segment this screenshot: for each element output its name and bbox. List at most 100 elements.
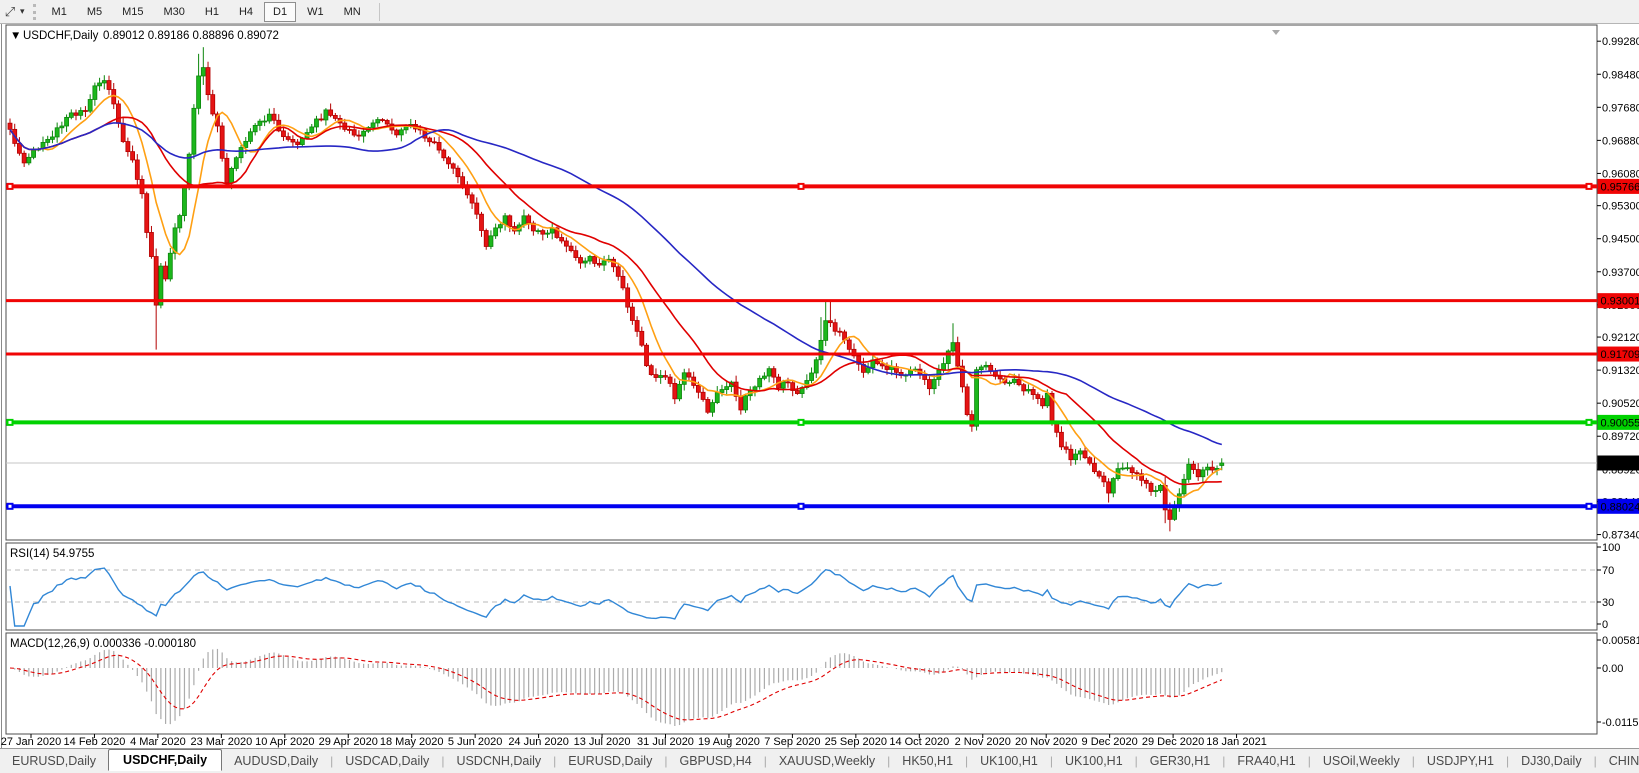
chart-panes bbox=[1, 24, 1598, 748]
svg-text:0.99280: 0.99280 bbox=[1602, 36, 1639, 48]
chart-shift-marker-icon[interactable] bbox=[1272, 30, 1280, 35]
price-line-label: 0.95766 bbox=[1597, 178, 1639, 194]
date-label: 2 Nov 2020 bbox=[955, 736, 1011, 748]
date-label: 31 Jul 2020 bbox=[637, 736, 694, 748]
date-label: 18 May 2020 bbox=[380, 736, 444, 748]
tab-separator: | bbox=[330, 754, 334, 768]
date-label: 7 Sep 2020 bbox=[764, 736, 820, 748]
tab-usdjpy-h1[interactable]: USDJPY,H1 bbox=[1426, 754, 1495, 768]
date-axis: 27 Jan 2020 14 Feb 2020 4 Mar 2020 23 Mar 2… bbox=[1, 734, 1267, 748]
tab-separator: | bbox=[441, 754, 445, 768]
ma-fast-line bbox=[9, 94, 1223, 499]
tab-xauusd-weekly[interactable]: XAUUSD,Weekly bbox=[778, 754, 876, 768]
timeframe-buttons: M1 M5 M15 M30 H1 H4 D1 W1 MN bbox=[42, 1, 371, 22]
price-line-label: 0.90055 bbox=[1597, 414, 1639, 430]
date-label: 29 Apr 2020 bbox=[319, 736, 378, 748]
tab-usdcnh-daily[interactable]: USDCNH,Daily bbox=[456, 754, 542, 768]
tab-uk100-h1[interactable]: UK100,H1 bbox=[1064, 754, 1123, 768]
date-label: 24 Jun 2020 bbox=[508, 736, 569, 748]
date-label: 14 Feb 2020 bbox=[64, 736, 126, 748]
tab-eurusd-daily[interactable]: EURUSD,Daily bbox=[568, 754, 653, 768]
tab-separator: | bbox=[1049, 754, 1053, 768]
date-label: 9 Dec 2020 bbox=[1082, 736, 1138, 748]
tab-eurusd-daily[interactable]: EURUSD,Daily bbox=[12, 754, 97, 768]
timeframe-button-w1[interactable]: W1 bbox=[298, 2, 333, 22]
date-label: 4 Mar 2020 bbox=[130, 736, 186, 748]
ma-slow-line bbox=[9, 122, 1223, 446]
svg-text:0.87340: 0.87340 bbox=[1602, 530, 1639, 542]
svg-text:0.95766: 0.95766 bbox=[1601, 181, 1639, 193]
svg-text:0.93700: 0.93700 bbox=[1602, 267, 1639, 279]
svg-text:0.96080: 0.96080 bbox=[1602, 168, 1639, 180]
timeframe-button-h4[interactable]: H4 bbox=[230, 2, 262, 22]
chevron-down-icon[interactable]: ▾ bbox=[20, 6, 25, 16]
tab-usdchf-daily[interactable]: USDCHF,Daily bbox=[108, 749, 223, 771]
tab-gbpusd-h4[interactable]: GBPUSD,H4 bbox=[679, 754, 752, 768]
svg-text:0.92120: 0.92120 bbox=[1602, 332, 1639, 344]
rsi-axis-label: 0 bbox=[1602, 619, 1608, 631]
tab-usdcad-daily[interactable]: USDCAD,Daily bbox=[345, 754, 430, 768]
tab-separator: | bbox=[664, 754, 668, 768]
price-hline[interactable] bbox=[6, 502, 1597, 510]
svg-text:0.93001: 0.93001 bbox=[1601, 296, 1639, 308]
date-label: 29 Dec 2020 bbox=[1142, 736, 1204, 748]
toolbar-grip[interactable] bbox=[32, 3, 36, 20]
tab-audusd-daily[interactable]: AUDUSD,Daily bbox=[234, 754, 319, 768]
macd-axis-label: -0.011514 bbox=[1602, 717, 1639, 729]
svg-text:0.88024: 0.88024 bbox=[1601, 501, 1639, 513]
timeframe-button-d1[interactable]: D1 bbox=[264, 1, 297, 22]
date-label: 13 Jul 2020 bbox=[574, 736, 631, 748]
macd-header: MACD(12,26,9) 0.000336 -0.000180 bbox=[10, 638, 196, 650]
tab-ger30-h1[interactable]: GER30,H1 bbox=[1149, 754, 1211, 768]
price-line-label: 0.91709 bbox=[1597, 346, 1639, 362]
tab-fra40-h1[interactable]: FRA40,H1 bbox=[1237, 754, 1296, 768]
rsi-axis-label: 30 bbox=[1602, 597, 1614, 609]
chart-ohlc-values: 0.89012 0.89186 0.88896 0.89072 bbox=[103, 30, 279, 42]
timeframe-button-m5[interactable]: M5 bbox=[78, 2, 111, 22]
tab-separator: | bbox=[1134, 754, 1138, 768]
price-chart[interactable]: 0.99280 0.98480 0.97680 0.96880 0.96080 0.953… bbox=[0, 24, 1639, 748]
timeframe-button-m15[interactable]: M15 bbox=[113, 2, 152, 22]
svg-text:0.94500: 0.94500 bbox=[1602, 234, 1639, 246]
ma-medium-line bbox=[9, 116, 1222, 486]
cursor-mode-icon[interactable]: ⤢ bbox=[4, 3, 16, 19]
candles-layer bbox=[7, 47, 1225, 532]
date-label: 14 Oct 2020 bbox=[889, 736, 949, 748]
toolbar-separator bbox=[378, 2, 380, 21]
tab-dj30-daily[interactable]: DJ30,Daily bbox=[1521, 754, 1582, 768]
macd-axis-label: 0.005818 bbox=[1602, 635, 1639, 647]
timeframe-button-h1[interactable]: H1 bbox=[196, 2, 228, 22]
tab-separator: | bbox=[553, 754, 557, 768]
macd-axis-label: 0.00 bbox=[1602, 663, 1623, 675]
date-label: 27 Jan 2020 bbox=[1, 736, 62, 748]
tab-separator: | bbox=[1411, 754, 1415, 768]
tab-usoil-weekly[interactable]: USOil,Weekly bbox=[1322, 754, 1400, 768]
current-price-label: 0.89072 bbox=[1597, 455, 1639, 471]
svg-text:0.90520: 0.90520 bbox=[1602, 398, 1639, 410]
tab-hk50-h1[interactable]: HK50,H1 bbox=[902, 754, 954, 768]
date-label: 5 Jun 2020 bbox=[448, 736, 502, 748]
tab-uk100-h1[interactable]: UK100,H1 bbox=[980, 754, 1038, 768]
tab-separator: | bbox=[965, 754, 969, 768]
chart-collapse-icon[interactable]: ▼ bbox=[10, 30, 21, 42]
timeframe-button-m1[interactable]: M1 bbox=[43, 2, 76, 22]
svg-text:0.91709: 0.91709 bbox=[1601, 349, 1639, 361]
svg-text:0.95300: 0.95300 bbox=[1602, 201, 1639, 213]
macd-histogram bbox=[14, 648, 1223, 726]
price-hline[interactable] bbox=[6, 182, 1597, 190]
svg-text:0.89720: 0.89720 bbox=[1602, 431, 1639, 443]
timeframe-button-mn[interactable]: MN bbox=[335, 2, 370, 22]
price-hline[interactable] bbox=[6, 418, 1597, 426]
tab-separator: | bbox=[1593, 754, 1597, 768]
tab-china300-h1[interactable]: CHINA300,H1 bbox=[1608, 754, 1639, 768]
timeframe-button-m30[interactable]: M30 bbox=[155, 2, 194, 22]
price-line-label: 0.88024 bbox=[1597, 498, 1639, 514]
svg-text:0.96880: 0.96880 bbox=[1602, 135, 1639, 147]
timeframe-toolbar: ⤢ ▾ M1 M5 M15 M30 H1 H4 D1 W1 MN bbox=[0, 0, 1639, 24]
svg-text:0.97680: 0.97680 bbox=[1602, 102, 1639, 114]
tab-separator: | bbox=[763, 754, 767, 768]
rsi-axis-label: 70 bbox=[1602, 565, 1614, 577]
rsi-header: RSI(14) 54.9755 bbox=[10, 548, 94, 560]
svg-text:0.98480: 0.98480 bbox=[1602, 69, 1639, 81]
